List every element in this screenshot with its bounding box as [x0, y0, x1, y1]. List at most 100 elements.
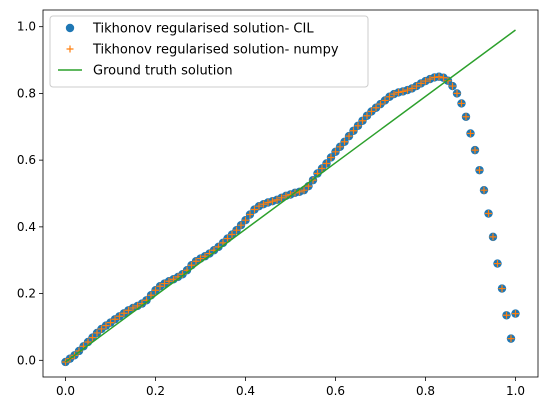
numpy-point: [440, 74, 447, 82]
numpy-point: [363, 112, 371, 120]
numpy-point: [359, 117, 366, 125]
numpy-point: [354, 122, 362, 130]
numpy-point: [161, 280, 168, 288]
numpy-point: [381, 96, 389, 104]
numpy-point: [228, 231, 236, 239]
x-tick-label: 0.2: [146, 384, 165, 398]
numpy-point: [512, 310, 519, 318]
numpy-point: [269, 197, 276, 205]
numpy-point: [264, 199, 272, 207]
numpy-point: [422, 77, 429, 85]
numpy-point: [93, 329, 101, 337]
numpy-point: [125, 306, 132, 314]
numpy-point: [165, 277, 173, 285]
numpy-point: [224, 235, 231, 243]
numpy-point: [368, 107, 375, 115]
series-layer: [61, 29, 520, 367]
numpy-point: [507, 335, 515, 343]
numpy-point: [89, 334, 96, 342]
numpy-point: [116, 312, 123, 320]
numpy-point: [192, 257, 200, 265]
numpy-point: [251, 206, 258, 214]
numpy-point: [386, 93, 393, 101]
numpy-point: [341, 138, 348, 146]
numpy-point: [431, 73, 438, 81]
x-tick-label: 1.0: [506, 384, 525, 398]
legend-label: Tikhonov regularised solution- CIL: [92, 22, 314, 37]
numpy-point: [494, 260, 501, 268]
x-tick-label: 0.4: [236, 384, 255, 398]
numpy-point: [467, 129, 474, 137]
numpy-point: [449, 82, 456, 90]
numpy-point: [188, 261, 195, 269]
numpy-point: [377, 100, 384, 108]
numpy-point: [323, 159, 330, 167]
numpy-point: [111, 315, 119, 323]
numpy-point: [426, 75, 434, 83]
legend-entries: Tikhonov regularised solution- CIL Tikhon…: [58, 22, 339, 79]
numpy-point: [489, 233, 497, 241]
numpy-point: [129, 304, 137, 312]
numpy-point: [413, 82, 420, 90]
numpy-point: [458, 99, 465, 107]
legend-label: Tikhonov regularised solution- numpy: [92, 43, 339, 58]
x-tick-label: 0.8: [416, 384, 435, 398]
x-tick-label: 0.6: [326, 384, 345, 398]
numpy-point: [84, 338, 92, 346]
numpy-point: [395, 88, 402, 96]
legend: Tikhonov regularised solution- CIL Tikhon…: [49, 15, 369, 88]
numpy-point: [300, 186, 308, 194]
numpy-point: [246, 211, 254, 219]
y-axis-ticks: 0.0 0.2 0.4 0.6 0.8 1.0: [17, 20, 43, 367]
x-axis-ticks: 0.0 0.2 0.4 0.6 0.8 1.0: [56, 377, 525, 398]
numpy-point: [498, 285, 506, 293]
numpy-point: [147, 291, 155, 299]
numpy-point: [237, 221, 245, 229]
x-tick-label: 0.0: [56, 384, 75, 398]
axes-frame: [42, 9, 539, 378]
numpy-point: [120, 309, 128, 317]
y-tick-label: 1.0: [17, 20, 36, 34]
numpy-point: [345, 132, 353, 140]
numpy-point: [480, 186, 488, 194]
legend-plus-marker: [66, 45, 74, 53]
numpy-point: [350, 127, 357, 135]
numpy-point: [435, 73, 443, 81]
numpy-point: [372, 104, 380, 112]
numpy-point: [102, 322, 110, 330]
legend-box: [49, 15, 369, 88]
numpy-point: [98, 325, 105, 333]
numpy-point: [327, 153, 335, 161]
y-tick-label: 0.8: [17, 86, 36, 100]
numpy-point: [233, 226, 240, 234]
numpy-point: [404, 86, 411, 94]
numpy-point: [471, 146, 479, 154]
numpy-point: [242, 216, 249, 224]
y-tick-label: 0.4: [17, 220, 36, 234]
numpy-point: [332, 148, 339, 156]
numpy-point: [305, 182, 312, 190]
numpy-point: [273, 196, 281, 204]
numpy-point: [453, 89, 461, 97]
numpy-point: [417, 79, 425, 87]
numpy-point: [336, 143, 344, 151]
numpy-point: [485, 210, 492, 218]
y-tick-label: 0.2: [17, 287, 36, 301]
numpy-point: [318, 164, 326, 172]
numpy-point: [390, 90, 398, 98]
numpy-point: [476, 166, 483, 174]
numpy-point: [255, 202, 263, 210]
numpy-point: [107, 319, 114, 327]
numpy-point: [197, 255, 204, 263]
numpy-point: [503, 311, 510, 319]
numpy-point: [278, 194, 285, 202]
y-tick-label: 0.6: [17, 153, 36, 167]
numpy-point: [462, 113, 470, 121]
numpy-point: [156, 282, 164, 290]
y-tick-label: 0.0: [17, 353, 36, 367]
numpy-point: [408, 84, 416, 92]
ground-truth-line: [65, 29, 516, 363]
legend-label: Ground truth solution: [93, 64, 233, 79]
legend-circle-marker: [65, 23, 75, 33]
